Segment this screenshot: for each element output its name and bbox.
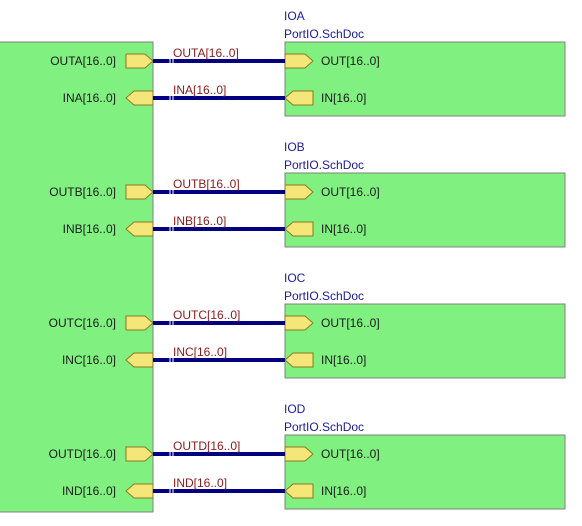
net-label[interactable]: INC[16..0] [173,345,227,359]
parent-port-label: IND[16..0] [62,484,116,498]
child-entry-shapes [284,53,314,499]
child-sheets: IOA PortIO.SchDoc IOB PortIO.SchDoc IOC … [284,9,566,510]
sheet-filename[interactable]: PortIO.SchDoc [284,158,364,172]
sheet-entry-output[interactable] [125,315,154,331]
sheet-filename[interactable]: PortIO.SchDoc [284,420,364,434]
sheet-entry-label: IN[16..0] [321,353,366,367]
sheet-entry-output[interactable] [125,53,154,69]
parent-entry-shapes [125,53,154,499]
sheet-entry-label: OUT[16..0] [321,447,380,461]
sheet-entry-output[interactable] [125,446,154,462]
bus-wires [153,59,285,493]
net-label[interactable]: OUTD[16..0] [173,439,240,453]
sheet-symbol-ioc[interactable] [284,303,566,379]
sheet-entry-input[interactable] [284,90,314,106]
sheet-entry-output[interactable] [284,315,314,331]
parent-port-label: INB[16..0] [63,222,116,236]
sheet-entry-label: IN[16..0] [321,222,366,236]
sheet-entry-label: OUT[16..0] [321,316,380,330]
parent-entries: OUTA[16..0] INA[16..0] OUTB[16..0] INB[1… [49,54,116,498]
parent-sheet-symbol[interactable] [0,41,154,513]
sheet-filename[interactable]: PortIO.SchDoc [284,27,364,41]
parent-port-label: OUTA[16..0] [50,54,116,68]
sheet-symbol-iod[interactable] [284,434,566,510]
sheet-entry-input[interactable] [284,483,314,499]
net-label[interactable]: OUTB[16..0] [173,177,240,191]
sheet-entry-output[interactable] [284,184,314,200]
sheet-symbol-ioa[interactable] [284,41,566,117]
sheet-symbol-iob[interactable] [284,172,566,248]
sheet-entry-label: OUT[16..0] [321,54,380,68]
child-entry-labels: OUT[16..0] IN[16..0] OUT[16..0] IN[16..0… [321,54,380,498]
sheet-entry-input[interactable] [284,221,314,237]
sheet-filename[interactable]: PortIO.SchDoc [284,289,364,303]
wire-ticks [169,58,174,494]
net-labels: OUTA[16..0] INA[16..0] OUTB[16..0] INB[1… [173,46,240,490]
parent-port-label: INA[16..0] [63,91,116,105]
parent-port-label: OUTB[16..0] [49,185,116,199]
sheet-entry-label: IN[16..0] [321,484,366,498]
sheet-designator[interactable]: IOD [284,402,306,416]
net-label[interactable]: INA[16..0] [173,83,226,97]
sheet-entry-label: OUT[16..0] [321,185,380,199]
sheet-entry-input[interactable] [284,352,314,368]
sheet-entry-output[interactable] [284,53,314,69]
net-label[interactable]: OUTC[16..0] [173,308,240,322]
sheet-entry-output[interactable] [125,184,154,200]
sheet-designator[interactable]: IOA [284,9,305,23]
sheet-designator[interactable]: IOC [284,271,306,285]
net-label[interactable]: INB[16..0] [173,214,226,228]
net-label[interactable]: IND[16..0] [173,476,227,490]
net-label[interactable]: OUTA[16..0] [173,46,239,60]
parent-port-label: INC[16..0] [62,353,116,367]
sheet-entry-output[interactable] [284,446,314,462]
sheet-entry-label: IN[16..0] [321,91,366,105]
parent-port-label: OUTD[16..0] [49,447,116,461]
parent-port-label: OUTC[16..0] [49,316,116,330]
sheet-designator[interactable]: IOB [284,140,305,154]
